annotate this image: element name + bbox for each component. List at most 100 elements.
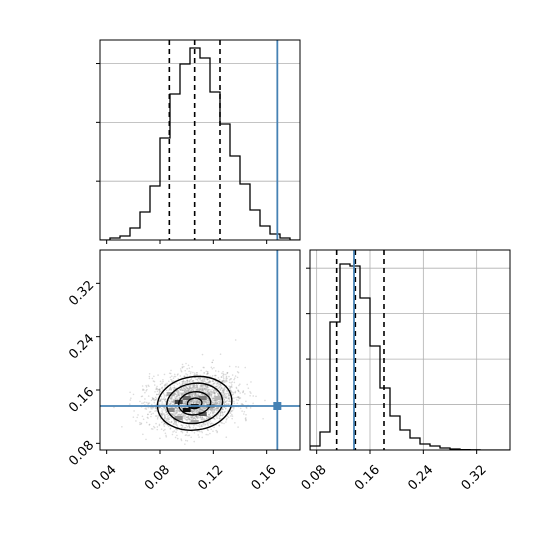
sample-point (183, 387, 185, 390)
sample-point (168, 425, 170, 428)
sample-point (204, 389, 207, 392)
sample-point (197, 401, 200, 404)
sample-point (233, 378, 235, 381)
sample-point (210, 393, 213, 396)
sample-point (225, 400, 227, 403)
sample-point (172, 401, 175, 404)
sample-point (155, 393, 158, 396)
sample-point (224, 407, 227, 410)
sample-point (255, 395, 257, 398)
sample-point (194, 409, 196, 411)
sample-point (213, 392, 216, 395)
sample-point (210, 396, 213, 398)
sample-point (198, 402, 201, 405)
sample-point (163, 415, 166, 417)
sample-point (192, 411, 194, 413)
sample-point (231, 390, 233, 393)
sample-point (229, 385, 232, 388)
sample-point (180, 438, 182, 440)
sample-point (163, 407, 166, 409)
sample-point (206, 385, 209, 388)
sample-point (189, 385, 192, 387)
sample-point (179, 389, 182, 391)
sample-point (245, 413, 247, 416)
sample-point (180, 370, 183, 373)
sample-point (185, 419, 188, 421)
density-cell (166, 408, 175, 412)
sample-point (181, 430, 183, 432)
sample-point (190, 410, 193, 413)
sample-point (244, 366, 247, 369)
sample-point (175, 406, 177, 409)
sample-point (221, 380, 223, 383)
sample-point (214, 407, 216, 410)
sample-point (206, 381, 208, 384)
sample-point (222, 373, 225, 375)
sample-point (208, 388, 211, 391)
sample-point (215, 374, 217, 377)
sample-point (163, 396, 166, 398)
sample-point (168, 400, 171, 403)
sample-point (136, 416, 138, 419)
sample-point (201, 386, 203, 388)
sample-point (217, 406, 219, 409)
sample-point (215, 415, 218, 418)
sample-point (158, 400, 161, 402)
sample-point (206, 422, 209, 424)
sample-point (218, 378, 221, 381)
sample-point (196, 417, 199, 420)
sample-point (192, 392, 195, 395)
sample-point (185, 389, 187, 391)
sample-point (188, 390, 190, 393)
sample-point (223, 401, 225, 403)
sample-point (216, 402, 219, 405)
sample-point (165, 434, 167, 437)
sample-point (185, 390, 188, 392)
sample-point (200, 393, 202, 395)
sample-point (209, 415, 212, 417)
sample-point (206, 423, 209, 425)
sample-point (187, 389, 189, 391)
sample-point (150, 413, 153, 416)
sample-point (189, 418, 191, 420)
sample-point (182, 380, 184, 383)
sample-point (215, 400, 217, 403)
sample-point (202, 407, 205, 410)
sample-point (195, 394, 198, 397)
sample-point (145, 438, 147, 441)
sample-point (209, 409, 212, 412)
sample-point (184, 400, 186, 403)
sample-point (180, 407, 183, 409)
sample-point (182, 386, 185, 389)
sample-point (195, 415, 197, 418)
sample-point (172, 414, 175, 417)
sample-point (185, 386, 188, 389)
sample-point (179, 375, 182, 377)
sample-point (187, 434, 189, 437)
sample-point (191, 410, 193, 413)
sample-point (167, 418, 170, 421)
sample-point (192, 401, 195, 404)
sample-point (230, 382, 232, 384)
sample-point (202, 379, 204, 382)
sample-point (193, 401, 195, 404)
sample-point (200, 384, 202, 386)
sample-point (206, 401, 208, 403)
sample-point (172, 413, 175, 416)
sample-point (159, 399, 162, 401)
sample-point (226, 400, 228, 402)
sample-point (171, 413, 174, 416)
sample-point (246, 383, 248, 386)
sample-point (194, 392, 197, 395)
sample-point (178, 393, 180, 396)
sample-point (208, 381, 211, 383)
sample-point (165, 419, 168, 422)
sample-point (139, 423, 141, 426)
sample-point (213, 417, 215, 420)
sample-point (201, 407, 204, 410)
sample-point (249, 407, 252, 409)
sample-point (204, 407, 207, 409)
sample-point (199, 416, 202, 418)
sample-point (159, 388, 161, 390)
sample-point (198, 401, 201, 403)
